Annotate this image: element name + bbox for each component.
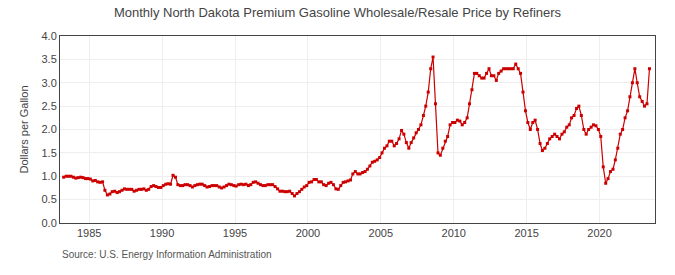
svg-text:Source: U.S. Energy Informatio: Source: U.S. Energy Information Administ… xyxy=(62,249,272,260)
svg-text:2005: 2005 xyxy=(369,227,393,239)
svg-text:2000: 2000 xyxy=(296,227,320,239)
svg-text:3.5: 3.5 xyxy=(42,53,57,65)
svg-text:Monthly North Dakota Premium G: Monthly North Dakota Premium Gasoline Wh… xyxy=(114,5,562,20)
svg-text:1.0: 1.0 xyxy=(42,170,57,182)
svg-text:1985: 1985 xyxy=(77,227,101,239)
svg-text:1995: 1995 xyxy=(223,227,247,239)
svg-text:2.5: 2.5 xyxy=(42,100,57,112)
svg-text:1990: 1990 xyxy=(150,227,174,239)
svg-text:3.0: 3.0 xyxy=(42,77,57,89)
svg-text:2015: 2015 xyxy=(514,227,538,239)
svg-text:0.0: 0.0 xyxy=(42,217,57,229)
svg-text:2010: 2010 xyxy=(442,227,466,239)
svg-text:2.0: 2.0 xyxy=(42,123,57,135)
svg-text:0.5: 0.5 xyxy=(42,193,57,205)
svg-text:1.5: 1.5 xyxy=(42,147,57,159)
svg-text:Dollars per Gallon: Dollars per Gallon xyxy=(18,85,30,173)
svg-text:4.0: 4.0 xyxy=(42,30,57,42)
svg-text:2020: 2020 xyxy=(587,227,611,239)
